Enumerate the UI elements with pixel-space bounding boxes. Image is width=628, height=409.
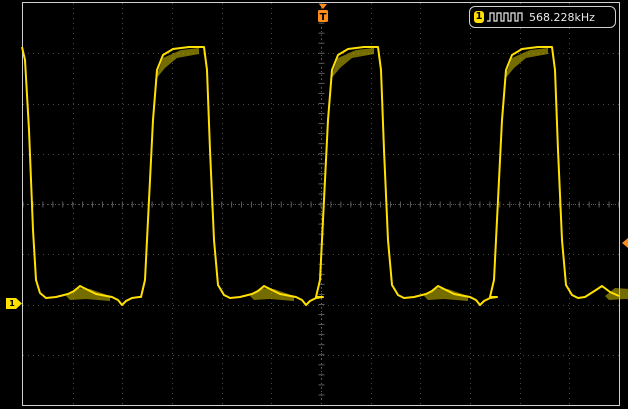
- svg-text:T: T: [320, 12, 327, 23]
- trigger-level-icon[interactable]: [622, 238, 628, 248]
- channel-1-trace: [21, 46, 628, 306]
- trigger-position-icon[interactable]: T: [317, 2, 329, 24]
- trace-line: [21, 46, 620, 306]
- graticule: [22, 2, 620, 405]
- channel-marker-label: 1: [9, 299, 15, 308]
- frequency-readout[interactable]: 1 568.228kHz: [469, 6, 616, 28]
- channel-1-offset-marker[interactable]: [6, 298, 22, 309]
- square-wave-icon: [487, 12, 523, 22]
- channel-badge: 1: [474, 11, 484, 23]
- display-border: [22, 2, 620, 406]
- frequency-value: 568.228kHz: [529, 10, 595, 24]
